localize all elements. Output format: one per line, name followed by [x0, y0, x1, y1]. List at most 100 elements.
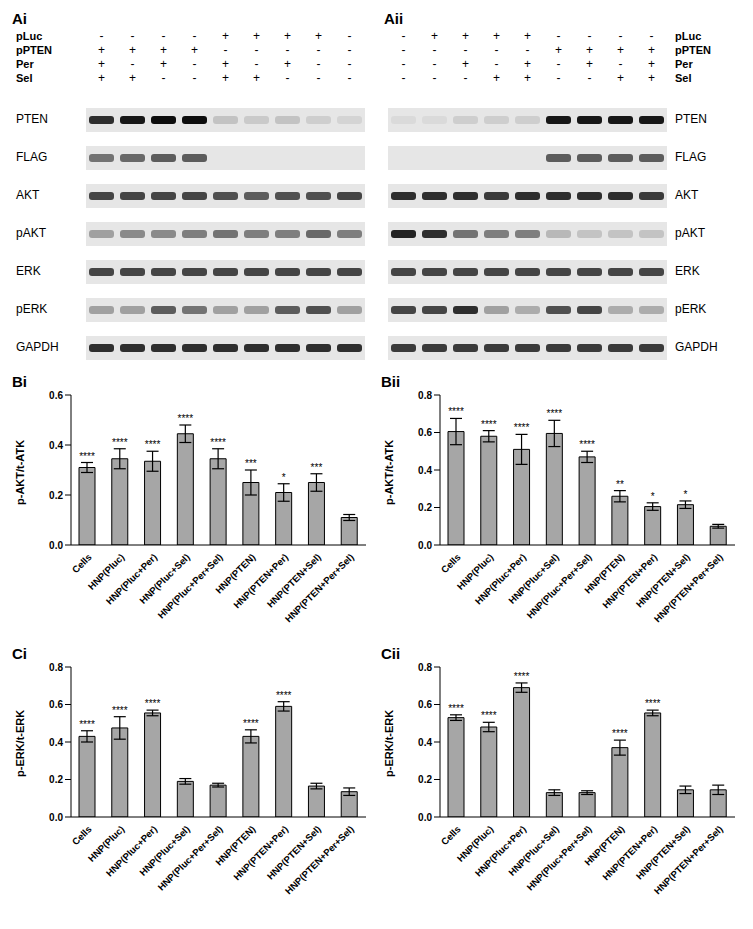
svg-text:-: -: [402, 29, 406, 43]
svg-text:+: +: [98, 43, 105, 57]
svg-text:HNP(PTEN+Per): HNP(PTEN+Per): [231, 823, 290, 882]
svg-text:-: -: [348, 29, 352, 43]
svg-text:HNP(PTEN+Sel): HNP(PTEN+Sel): [265, 551, 323, 609]
svg-text:****: ****: [481, 419, 497, 430]
svg-text:0.4: 0.4: [418, 737, 432, 748]
svg-text:AKT: AKT: [16, 188, 40, 202]
svg-text:+: +: [129, 71, 136, 85]
svg-text:-: -: [317, 71, 321, 85]
svg-text:+: +: [284, 29, 291, 43]
svg-text:p-AKT/t-ATK: p-AKT/t-ATK: [14, 440, 26, 505]
svg-text:-: -: [433, 71, 437, 85]
svg-text:+: +: [555, 43, 562, 57]
svg-text:+: +: [253, 71, 260, 85]
svg-text:****: ****: [112, 705, 128, 716]
svg-text:-: -: [433, 57, 437, 71]
svg-text:Sel: Sel: [16, 72, 33, 84]
svg-text:-: -: [348, 71, 352, 85]
svg-text:-: -: [619, 29, 623, 43]
svg-text:pERK: pERK: [675, 302, 706, 316]
svg-text:**: **: [616, 479, 624, 490]
svg-text:****: ****: [645, 698, 661, 709]
svg-text:*: *: [651, 491, 655, 502]
svg-text:****: ****: [276, 690, 292, 701]
svg-text:pLuc: pLuc: [16, 30, 42, 42]
svg-text:-: -: [100, 29, 104, 43]
svg-text:0.6: 0.6: [418, 427, 432, 438]
svg-text:HNP(PTEN+Per+Sel): HNP(PTEN+Per+Sel): [652, 551, 725, 624]
svg-text:*: *: [282, 472, 286, 483]
svg-text:+: +: [98, 71, 105, 85]
svg-text:****: ****: [547, 408, 563, 419]
svg-text:+: +: [222, 57, 229, 71]
svg-text:+: +: [462, 57, 469, 71]
svg-text:Ai: Ai: [12, 10, 27, 27]
svg-text:-: -: [193, 57, 197, 71]
svg-text:-: -: [557, 29, 561, 43]
svg-text:-: -: [286, 43, 290, 57]
svg-text:-: -: [255, 57, 259, 71]
svg-text:+: +: [253, 29, 260, 43]
svg-text:-: -: [162, 29, 166, 43]
svg-text:pERK: pERK: [16, 302, 47, 316]
svg-text:0.6: 0.6: [418, 699, 432, 710]
svg-text:PTEN: PTEN: [16, 112, 48, 126]
svg-text:-: -: [433, 43, 437, 57]
svg-text:GAPDH: GAPDH: [675, 340, 718, 354]
svg-text:+: +: [284, 57, 291, 71]
svg-text:PTEN: PTEN: [675, 112, 707, 126]
svg-text:-: -: [317, 43, 321, 57]
svg-text:****: ****: [579, 439, 595, 450]
svg-text:-: -: [588, 71, 592, 85]
svg-text:ERK: ERK: [675, 264, 700, 278]
svg-text:+: +: [462, 29, 469, 43]
svg-text:0.2: 0.2: [49, 774, 63, 785]
svg-text:HNP(PTEN+Per+Sel): HNP(PTEN+Per+Sel): [652, 823, 725, 896]
svg-text:0.4: 0.4: [418, 465, 432, 476]
svg-text:****: ****: [210, 437, 226, 448]
svg-text:-: -: [255, 43, 259, 57]
svg-text:-: -: [464, 71, 468, 85]
svg-text:0.8: 0.8: [49, 662, 63, 673]
svg-text:****: ****: [612, 728, 628, 739]
svg-text:pAKT: pAKT: [675, 226, 706, 240]
svg-text:-: -: [557, 57, 561, 71]
svg-text:-: -: [402, 57, 406, 71]
svg-text:Cells: Cells: [70, 823, 94, 847]
svg-text:HNP(PTEN+Per): HNP(PTEN+Per): [600, 823, 659, 882]
svg-text:+: +: [524, 29, 531, 43]
svg-text:0.6: 0.6: [49, 699, 63, 710]
svg-text:p-ERK/t-ERK: p-ERK/t-ERK: [383, 710, 395, 777]
svg-text:HNP(PTEN+Per+Sel): HNP(PTEN+Per+Sel): [283, 823, 356, 896]
svg-text:Cells: Cells: [439, 551, 463, 575]
svg-text:-: -: [526, 43, 530, 57]
svg-text:****: ****: [514, 671, 530, 682]
svg-text:HNP(PTEN+Sel): HNP(PTEN+Sel): [265, 823, 323, 881]
svg-text:+: +: [98, 57, 105, 71]
svg-text:0.2: 0.2: [418, 774, 432, 785]
svg-text:-: -: [495, 43, 499, 57]
svg-text:p-AKT/t-ATK: p-AKT/t-ATK: [383, 440, 395, 505]
svg-text:-: -: [193, 71, 197, 85]
svg-text:0.2: 0.2: [418, 502, 432, 513]
svg-text:0.0: 0.0: [418, 540, 432, 551]
svg-text:+: +: [617, 43, 624, 57]
svg-text:****: ****: [145, 439, 161, 450]
svg-text:****: ****: [79, 451, 95, 462]
svg-text:Sel: Sel: [675, 72, 692, 84]
svg-text:-: -: [402, 71, 406, 85]
svg-text:Aii: Aii: [384, 10, 403, 27]
svg-text:HNP(PTEN+Per+Sel): HNP(PTEN+Per+Sel): [283, 551, 356, 624]
svg-text:****: ****: [514, 422, 530, 433]
svg-text:-: -: [131, 29, 135, 43]
svg-text:FLAG: FLAG: [16, 150, 47, 164]
svg-text:*: *: [683, 489, 687, 500]
svg-text:-: -: [317, 57, 321, 71]
svg-text:0.2: 0.2: [49, 490, 63, 501]
svg-text:Per: Per: [16, 58, 34, 70]
svg-text:HNP(PTEN+Sel): HNP(PTEN+Sel): [634, 551, 692, 609]
svg-text:-: -: [464, 43, 468, 57]
svg-text:+: +: [191, 43, 198, 57]
svg-text:p-ERK/t-ERK: p-ERK/t-ERK: [14, 710, 26, 777]
svg-text:0.4: 0.4: [49, 440, 63, 451]
